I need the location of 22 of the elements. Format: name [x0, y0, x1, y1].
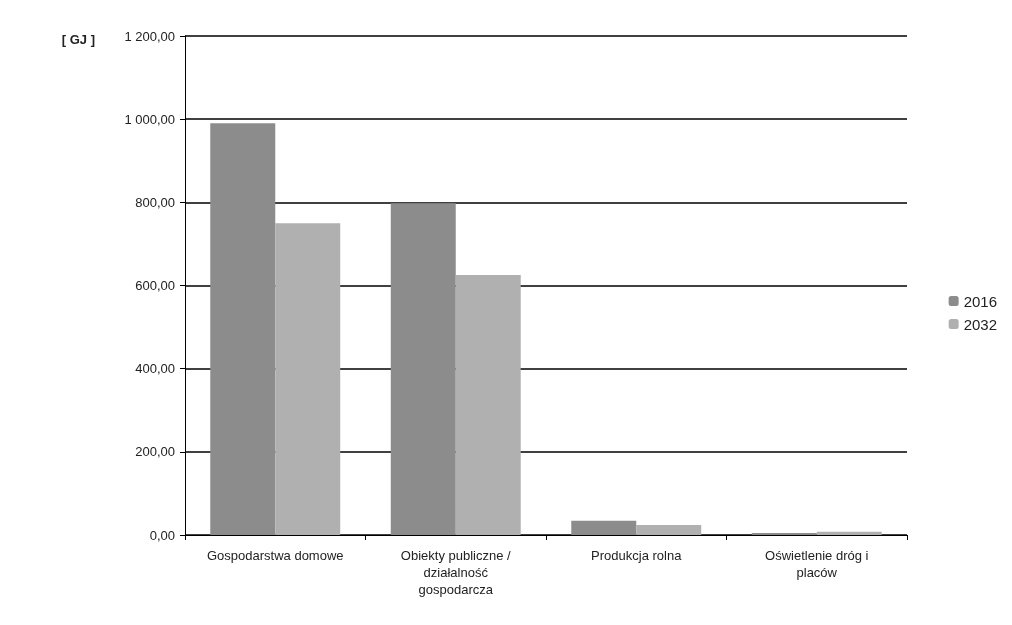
bar: [636, 525, 702, 535]
x-tick-label: Gospodarstwa domowe: [206, 548, 344, 563]
bar: [275, 223, 341, 535]
x-tick-label: Obiekty publiczne / działalność gospodarcza: [400, 548, 512, 597]
y-tick-label: 400,00: [135, 361, 175, 377]
y-tick-label: 600,00: [135, 278, 175, 293]
x-tick-label: Oświetlenie dróg i placów: [765, 548, 869, 580]
x-tick-label: Produkcja rolna: [591, 548, 683, 563]
legend-label: 2032: [963, 315, 998, 333]
bar: [816, 531, 882, 535]
bar: [210, 123, 276, 535]
y-tick-label: 1 000,00: [124, 111, 175, 127]
bar: [571, 520, 637, 535]
y-tick-label: 800,00: [135, 194, 175, 210]
y-tick-label: 200,00: [135, 444, 175, 460]
legend-label: 2016: [963, 292, 998, 310]
bar: [390, 203, 456, 535]
bar: [751, 532, 817, 535]
y-tick-label: 1 200,00: [124, 28, 175, 44]
y-axis-title: [ GJ ]: [61, 32, 95, 47]
bar: [455, 275, 521, 535]
y-tick-label: 0,00: [149, 527, 175, 543]
